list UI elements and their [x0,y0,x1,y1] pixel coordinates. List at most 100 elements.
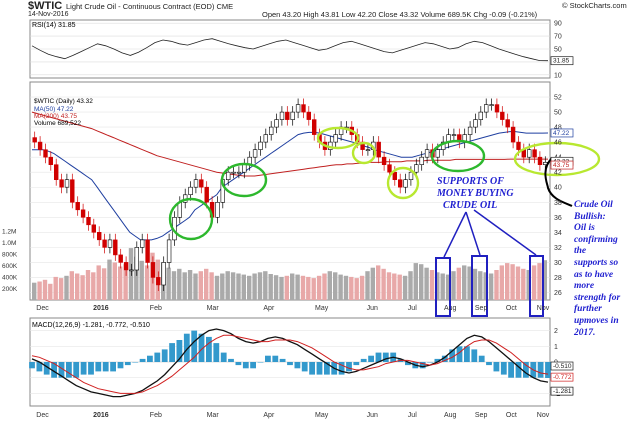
volume-tick-labels: 1.2M 1.0M 800K 600K 400K 200K [2,228,18,293]
macd-histogram-bar [279,358,286,362]
price-legend: $WTIC (Daily) 43.32 MA(50) 47.22 MA(200)… [34,98,93,127]
volume-bar [204,268,209,300]
macd-histogram-bar [242,362,249,369]
volume-bar [177,268,182,300]
macd-histogram-bar [368,355,374,362]
volume-bar [230,272,236,300]
volume-bar [542,260,547,300]
macd-histogram-bar [183,333,190,362]
volume-bar [48,283,53,300]
candle-body [177,202,182,218]
volume-bar [381,268,386,300]
ohlc-summary: Open 43.20 High 43.81 Low 42.20 Close 43… [262,10,538,19]
candle-body [408,171,414,180]
volume-bar [37,281,42,300]
ma50-line [32,131,549,241]
volume-bar [53,276,58,300]
candle-body [86,217,91,226]
volume-bar [316,275,322,300]
candle-body [268,126,274,135]
price-x-label: Dec [36,305,49,312]
macd-histogram-bar [478,355,485,362]
candle-body [537,156,543,165]
macd-histogram-bar [176,340,183,362]
volume-bar [171,271,177,300]
macd-histogram-bar [73,362,80,378]
rsi-end-label-box [550,56,574,66]
macd-histogram-bar [523,362,529,378]
volume-bar [295,274,300,300]
bullish-arrow-line [544,157,573,207]
macd-x-label: Dec [36,412,49,419]
volume-bar [101,268,107,300]
bullish-line-1: Crude Oil [574,200,613,210]
volume-bar [306,276,311,300]
bullish-line-2: Bullish: [574,211,606,222]
bullish-annotation: Crude Oil Bullish: Oil is confirming the… [574,200,640,339]
volume-bar [279,276,284,300]
macd-histogram-bar [272,355,279,362]
rsi-end-label: 31.85 [553,58,570,65]
volume-bar [58,278,64,300]
macd-histogram-bar [139,358,146,362]
candle-body [118,254,123,263]
volume-bar [451,271,456,300]
candle-body [236,171,242,174]
candle-body [285,111,290,120]
price-legend-volume: Volume 689,522 [34,120,81,127]
macd-tick-label: 2 [554,328,558,335]
pointer-line-left [443,211,467,258]
candle-body [97,232,102,241]
support-circle-jun [316,126,360,150]
macd-histogram-bar [471,349,478,362]
candle-body [156,277,161,286]
price-tick-label: 36 [554,215,562,222]
macd-histogram-bar [124,362,131,366]
macd-histogram-bar [228,358,234,362]
candle-body [48,156,54,165]
macd-histogram-bar [191,330,198,362]
macd-histogram-bar [500,362,507,375]
support-circle-nov [513,141,601,177]
candle-body [215,202,220,218]
volume-bar [354,278,359,300]
macd-histogram-bar [265,355,271,362]
volume-bar [376,265,381,300]
volume-bar [478,271,483,300]
bullish-line-8: more [574,281,595,292]
macd-histogram-bar [486,362,492,366]
bullish-line-11: upmoves in [574,315,619,326]
bullish-line-4: confirming [574,234,618,245]
volume-bar [435,272,440,300]
candle-body [107,239,113,248]
ma200-end-label: 43.75 [553,162,570,169]
volume-tick-label: 600K [2,263,18,270]
candle-body [500,111,505,120]
candle-body [365,149,371,151]
price-tick-label: 38 [554,200,562,207]
candle-body [75,202,80,211]
price-tick-label: 40 [554,185,562,192]
volume-bar [273,275,279,300]
candle-body [37,141,43,150]
macd-histogram-bar [161,349,168,362]
volume-bar [365,271,370,300]
volume-bar [521,268,526,300]
volume-bar [166,267,171,300]
macd-histogram-bar [294,362,301,369]
volume-bar [198,271,203,300]
bullish-line-3: Oil is [574,223,595,234]
volume-bar [193,273,198,300]
macd-histogram-bar [132,362,139,363]
chart-date: 14-Nov-2016 [28,11,69,18]
bullish-line-6: supports so [574,257,619,268]
pointer-line-right [473,209,537,256]
price-tick-label: 34 [554,230,562,237]
bullish-line-7: as to have [574,269,614,280]
macd-histogram-bar [545,362,551,378]
volume-bar [139,260,144,300]
volume-bar [257,272,263,300]
macd-histogram-bar [493,362,500,372]
macd-x-label: Apr [263,412,275,419]
